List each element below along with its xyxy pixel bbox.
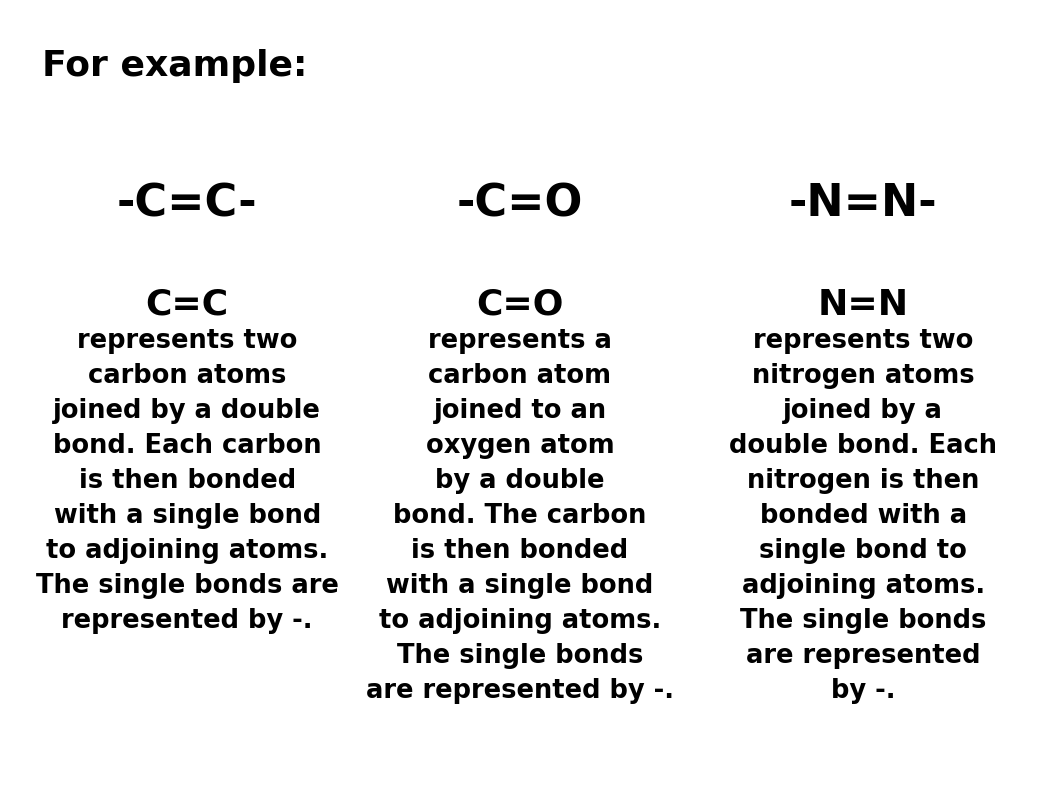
Text: C=C: C=C [146, 288, 229, 322]
Text: represents two
carbon atoms
joined by a double
bond. Each carbon
is then bonded
: represents two carbon atoms joined by a … [35, 328, 339, 634]
Text: C=O: C=O [476, 288, 564, 322]
Text: -C=O: -C=O [457, 182, 583, 225]
Text: represents a
carbon atom
joined to an
oxygen atom
by a double
bond. The carbon
i: represents a carbon atom joined to an ox… [366, 328, 674, 704]
Text: represents two
nitrogen atoms
joined by a
double bond. Each
nitrogen is then
bon: represents two nitrogen atoms joined by … [729, 328, 997, 704]
Text: For example:: For example: [42, 49, 307, 83]
Text: N=N: N=N [817, 288, 909, 322]
Text: -C=C-: -C=C- [116, 182, 258, 225]
Text: -N=N-: -N=N- [789, 182, 937, 225]
